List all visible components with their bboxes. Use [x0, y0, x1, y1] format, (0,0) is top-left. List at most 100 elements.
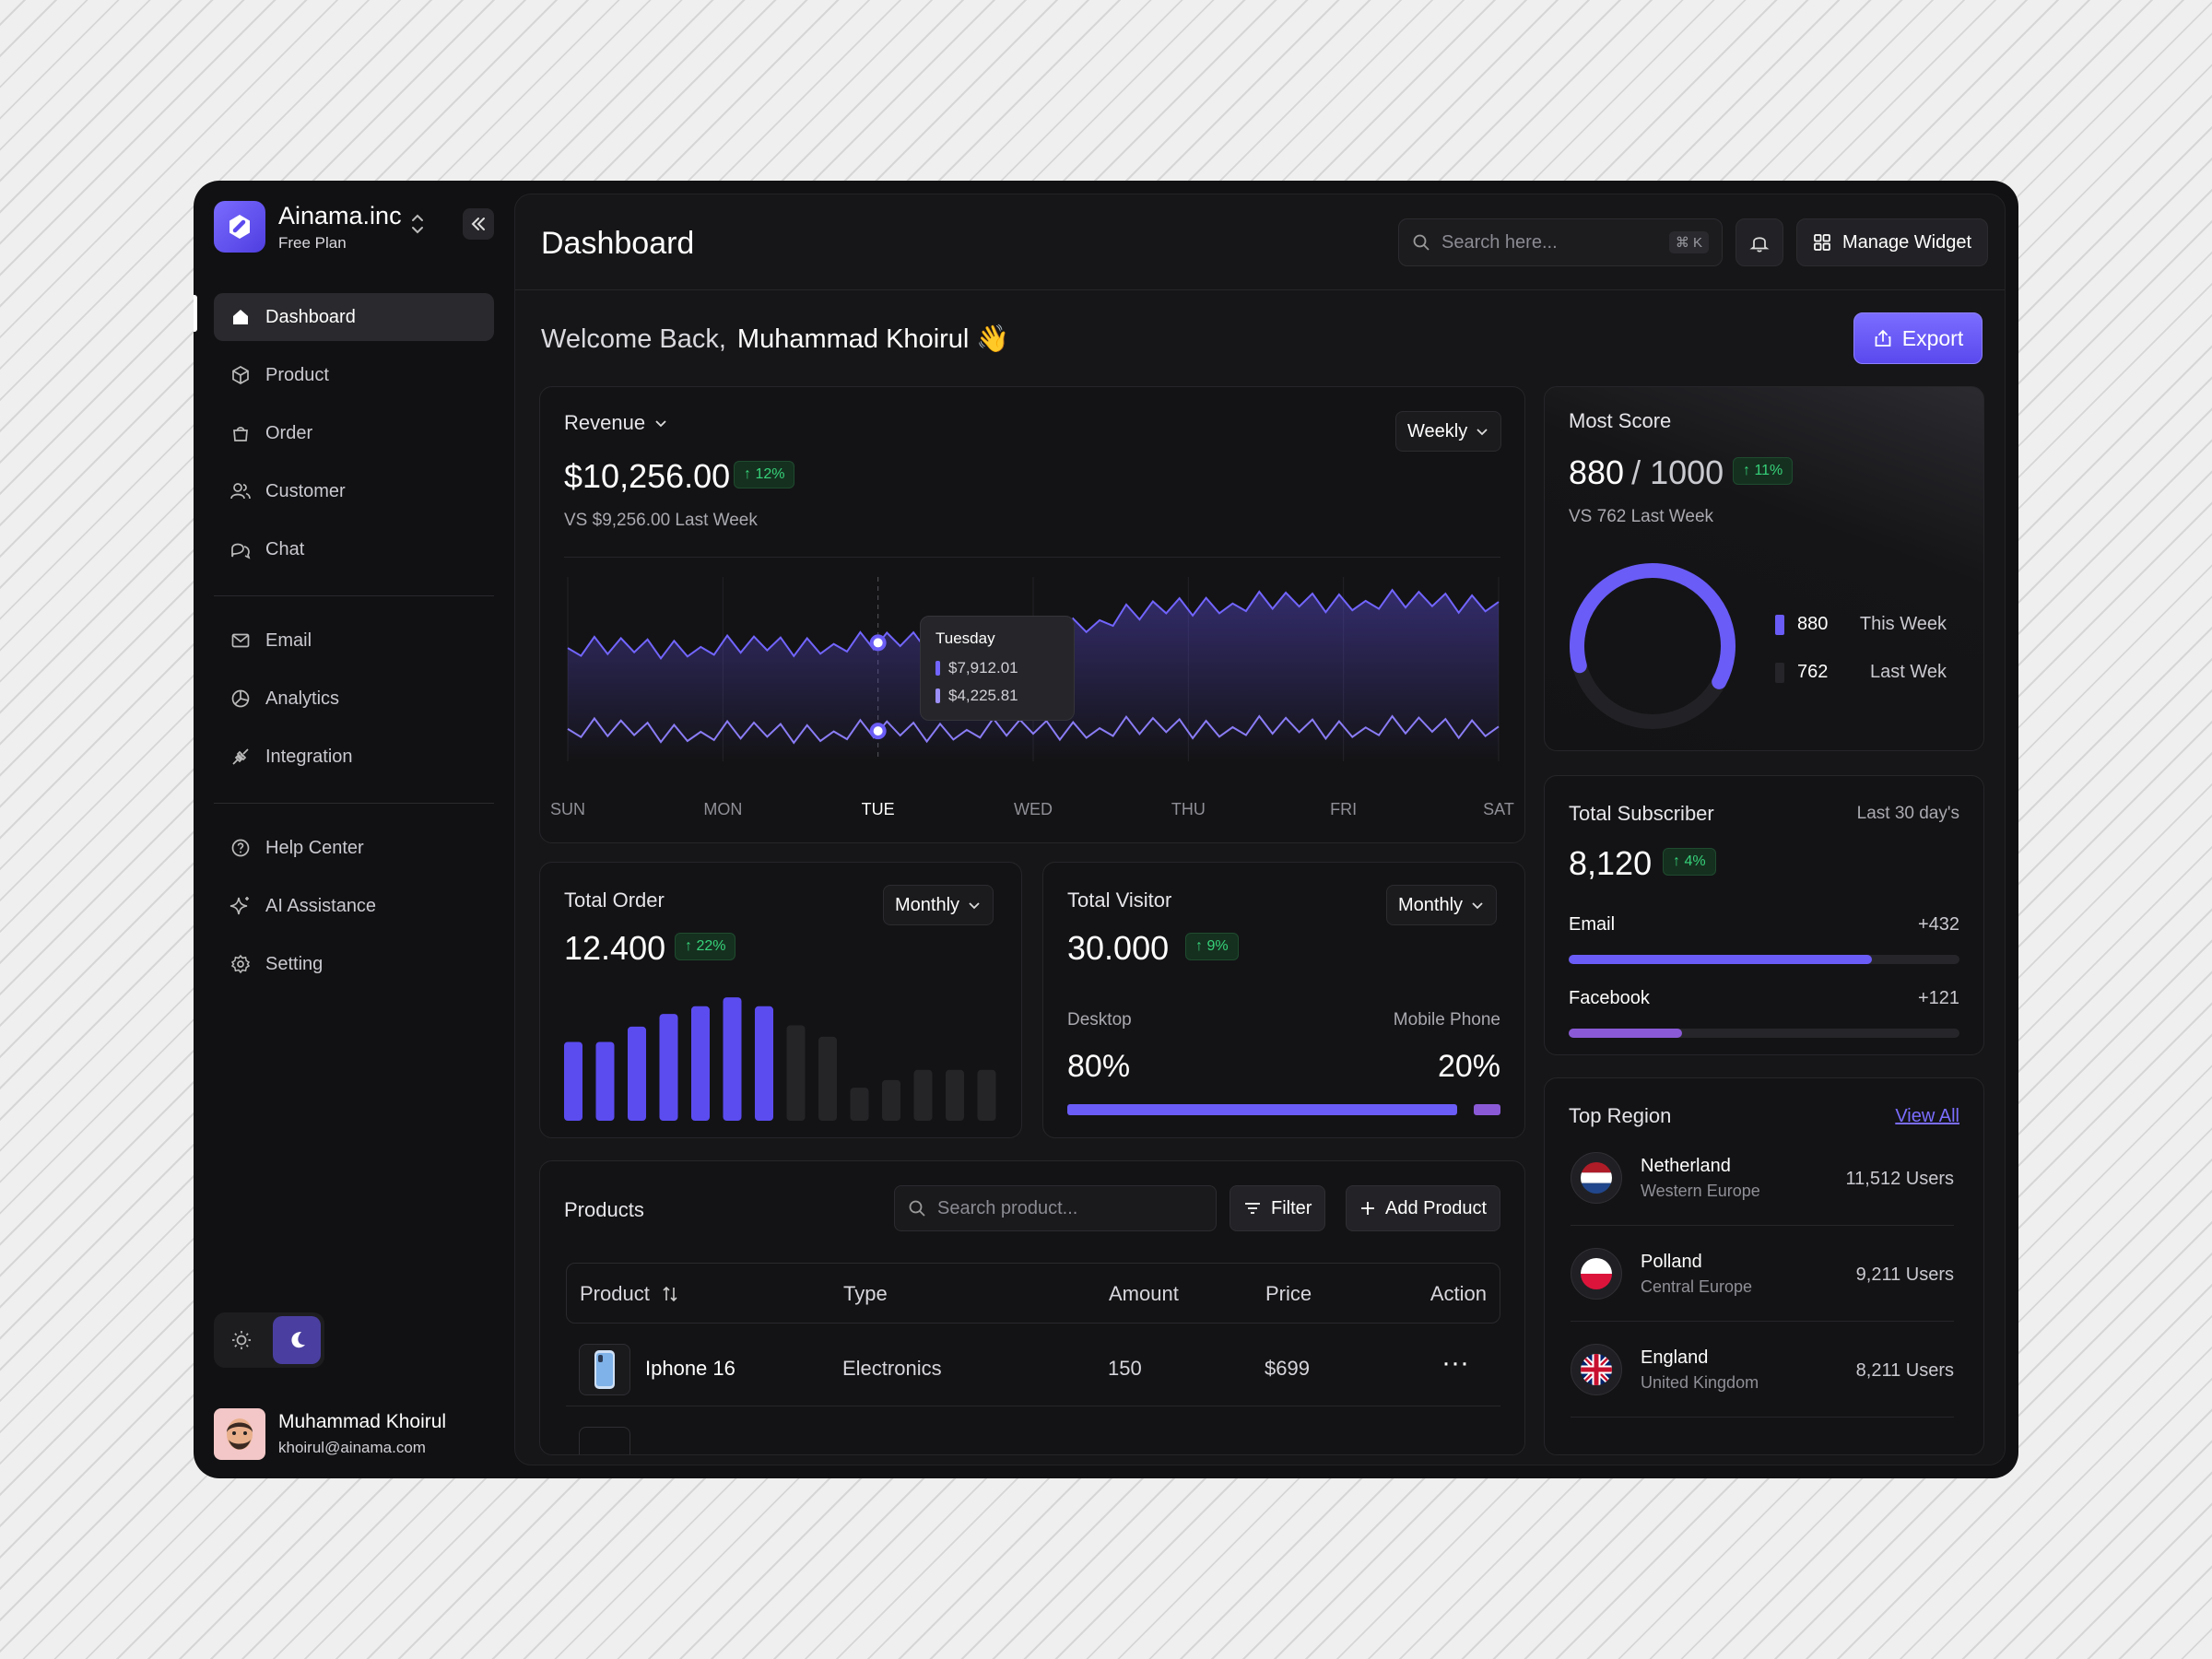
total-order-bar-chart [564, 997, 996, 1121]
order-bar [691, 1006, 710, 1121]
poland-flag-icon [1571, 1248, 1622, 1300]
legend-last-week: 762 Last Wek [1775, 662, 1947, 683]
moon-icon [291, 1332, 305, 1348]
total-subscriber-card: Total Subscriber Last 30 day's 8,120 ↑ 4… [1544, 775, 1984, 1055]
products-card: Products Search product... Filter Add Pr… [539, 1160, 1525, 1455]
column-product[interactable]: Product [580, 1282, 679, 1306]
product-search-placeholder: Search product... [937, 1197, 1078, 1218]
sidebar-item-dashboard[interactable]: Dashboard [214, 293, 494, 341]
order-bar [659, 1014, 678, 1121]
share-icon [1875, 329, 1891, 347]
chevron-down-icon [655, 420, 666, 428]
user-profile[interactable]: Muhammad Khoirul khoirul@ainama.com [214, 1408, 446, 1460]
email-label: Email [1569, 914, 1616, 935]
sidebar-item-label: AI Assistance [265, 895, 377, 916]
home-icon [229, 305, 253, 329]
sidebar-item-label: Analytics [265, 688, 340, 709]
sidebar-item-label: Integration [265, 746, 353, 767]
collapse-sidebar-button[interactable] [463, 208, 494, 240]
chevron-up-down-icon[interactable] [410, 212, 425, 241]
cell-product: Iphone 16 [645, 1357, 735, 1380]
filter-icon [1245, 1203, 1260, 1214]
mail-icon [229, 629, 253, 653]
region-row-polland[interactable]: Polland Central Europe 9,211 Users [1571, 1226, 1954, 1322]
export-label: Export [1901, 325, 1964, 350]
region-users: 11,512 Users [1845, 1169, 1954, 1189]
tooltip-value-1: $7,912.01 [948, 659, 1018, 677]
top-region-card: Top Region View All Netherland Western E… [1544, 1077, 1984, 1455]
sidebar-item-help-center[interactable]: Help Center [214, 824, 494, 872]
welcome-greeting: Welcome Back, [541, 324, 726, 354]
sidebar-item-customer[interactable]: Customer [214, 467, 494, 515]
sidebar-item-analytics[interactable]: Analytics [214, 675, 494, 723]
search-icon [909, 1200, 925, 1217]
legend-swatch [935, 688, 940, 703]
row-actions-button[interactable]: ··· [1441, 1347, 1469, 1378]
sidebar-item-integration[interactable]: Integration [214, 733, 494, 781]
products-title: Products [564, 1198, 644, 1221]
sidebar-item-label: Order [265, 422, 313, 443]
order-bar [850, 1088, 869, 1121]
total-order-period-select[interactable]: Monthly [883, 885, 994, 925]
search-icon [1413, 234, 1430, 251]
manage-widget-button[interactable]: Manage Widget [1796, 218, 1988, 266]
subscriber-period: Last 30 day's [1856, 804, 1959, 823]
active-indicator [194, 295, 197, 332]
x-tick-label: SAT [1483, 800, 1514, 818]
workspace-switcher[interactable]: Ainama.inc Free Plan [214, 201, 402, 253]
search-placeholder: Search here... [1441, 231, 1558, 253]
sidebar-item-ai-assistance[interactable]: AI Assistance [214, 882, 494, 930]
order-bar [564, 1041, 582, 1121]
filter-button[interactable]: Filter [1230, 1185, 1326, 1231]
revenue-point-1[interactable] [869, 634, 887, 652]
mobile-label: Mobile Phone [1393, 1010, 1500, 1030]
sidebar-divider [214, 803, 494, 804]
export-button[interactable]: Export [1853, 312, 1983, 364]
add-product-button[interactable]: Add Product [1346, 1185, 1501, 1231]
total-visitor-period-select[interactable]: Monthly [1386, 885, 1498, 925]
order-bar [946, 1069, 964, 1121]
revenue-period-select[interactable]: Weekly [1395, 411, 1502, 452]
x-tick-label: SUN [549, 800, 586, 818]
light-mode-button[interactable] [218, 1316, 265, 1364]
app-window: Ainama.inc Free Plan Dashboard Product O… [194, 181, 2018, 1478]
double-chevron-left-icon [471, 218, 485, 230]
sidebar-item-order[interactable]: Order [214, 409, 494, 457]
region-row-netherland[interactable]: Netherland Western Europe 11,512 Users [1571, 1130, 1954, 1226]
sidebar-item-chat[interactable]: Chat [214, 525, 494, 573]
user-name: Muhammad Khoirul [278, 1411, 447, 1432]
sidebar-item-setting[interactable]: Setting [214, 940, 494, 988]
total-order-card: Total Order Monthly 12.400 ↑ 22% [539, 862, 1022, 1138]
search-shortcut: ⌘ K [1668, 231, 1709, 253]
score-donut-chart [1570, 563, 1735, 729]
x-tick-label: THU [1171, 800, 1206, 818]
product-search-input[interactable]: Search product... [894, 1185, 1217, 1231]
chevron-down-icon [969, 902, 980, 910]
tooltip-value-2: $4,225.81 [948, 687, 1018, 704]
netherlands-flag-icon [1571, 1152, 1622, 1204]
sidebar-item-email[interactable]: Email [214, 617, 494, 665]
column-price: Price [1265, 1282, 1312, 1305]
most-score-compare: VS 762 Last Week [1569, 507, 1714, 526]
revenue-point-2[interactable] [869, 723, 887, 740]
region-row-england[interactable]: England United Kingdom 8,211 Users [1571, 1322, 1954, 1418]
sidebar-item-product[interactable]: Product [214, 351, 494, 399]
dark-mode-button[interactable] [273, 1316, 321, 1364]
order-bar [913, 1069, 933, 1121]
add-product-label: Add Product [1385, 1197, 1488, 1218]
total-visitor-change-badge: ↑ 9% [1185, 933, 1239, 960]
facebook-progress-fill [1569, 1029, 1682, 1038]
region-name: Netherland [1641, 1156, 1731, 1176]
sidebar-item-label: Setting [265, 953, 324, 974]
donut-arc-this-week [1570, 563, 1735, 729]
sidebar: Ainama.inc Free Plan Dashboard Product O… [194, 181, 514, 1478]
search-input[interactable]: Search here... ⌘ K [1398, 218, 1723, 266]
revenue-title[interactable]: Revenue [564, 411, 669, 435]
order-bar [595, 1041, 615, 1121]
view-all-link[interactable]: View All [1895, 1106, 1959, 1126]
notifications-button[interactable] [1735, 218, 1783, 266]
table-row[interactable]: Iphone 16 Electronics 150 $699 ··· [566, 1333, 1500, 1406]
sun-icon [232, 1331, 251, 1349]
revenue-tooltip: Tuesday $7,912.01 $4,225.81 [920, 616, 1075, 721]
total-order-period-value: Monthly [895, 894, 960, 915]
